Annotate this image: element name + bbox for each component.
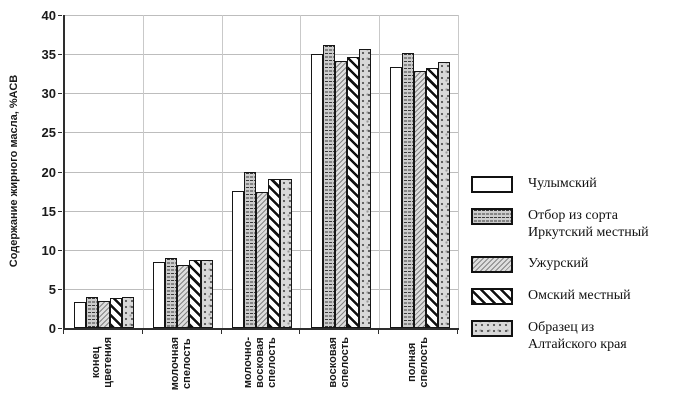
legend-item: Образец из Алтайского края: [471, 319, 649, 353]
y-tick-mark: [58, 93, 62, 95]
x-category-label: полная спелость: [405, 337, 430, 388]
gridline-horizontal: [65, 15, 459, 16]
bar-series2-cat1: [177, 264, 190, 328]
x-category-label: восковая спелость: [326, 337, 351, 388]
bar-series0-cat4: [389, 67, 402, 328]
bar-series3-cat0: [110, 298, 123, 328]
y-tick-mark: [58, 249, 62, 251]
bar-series4-cat4: [437, 61, 450, 328]
y-tick-label: 10: [41, 242, 56, 258]
x-category-label: молочная спелость: [169, 337, 194, 391]
bar-series0-cat0: [74, 302, 87, 328]
y-tick-label: 5: [48, 281, 56, 297]
gridline-vertical: [221, 15, 223, 328]
y-tick-label: 20: [41, 164, 56, 180]
bar-series1-cat2: [244, 171, 256, 328]
legend-swatch-white: [471, 176, 513, 193]
bar-series0-cat3: [310, 54, 323, 328]
y-tick-mark: [58, 15, 62, 16]
legend-swatch-gray-horizontal-dash: [471, 208, 513, 225]
gridline-vertical: [142, 15, 144, 328]
legend-swatch-black-diagonal-hatch: [471, 288, 513, 305]
legend-label: Омский местный: [528, 288, 631, 303]
bar-series4-cat0: [122, 297, 135, 328]
bar-series2-cat3: [334, 61, 347, 328]
bar-series1-cat0: [86, 296, 99, 328]
gridline-vertical: [458, 15, 459, 328]
legend-swatch-gray-speckle: [471, 320, 513, 337]
bar-series4-cat3: [358, 49, 371, 328]
x-tick-mark: [378, 330, 380, 334]
y-tick-mark: [58, 288, 62, 290]
x-tick-mark: [299, 330, 301, 334]
gridline-vertical: [379, 15, 381, 328]
bar-series4-cat2: [280, 178, 292, 328]
y-tick-label: 0: [48, 321, 56, 336]
bar-series2-cat0: [98, 301, 111, 328]
bar-series3-cat4: [425, 68, 438, 328]
y-tick-label: 15: [41, 203, 56, 219]
y-tick-mark: [58, 132, 62, 134]
bar-series0-cat2: [232, 191, 244, 328]
bar-series2-cat4: [413, 70, 426, 328]
x-category-label: молочно- восковая спелость: [242, 337, 278, 389]
y-tick-mark: [58, 171, 62, 173]
bar-series0-cat1: [153, 262, 166, 328]
bar-series3-cat3: [346, 57, 359, 328]
legend-item: Ужурский: [471, 255, 649, 273]
bar-series4-cat1: [201, 259, 214, 328]
x-category-label: конец цветения: [90, 337, 115, 388]
gridline-vertical: [300, 15, 302, 328]
x-tick-mark: [141, 330, 143, 334]
gridline-horizontal: [65, 93, 459, 95]
bar-series2-cat2: [256, 191, 268, 328]
plot-area: [63, 15, 459, 330]
y-tick-label: 40: [41, 8, 56, 23]
legend-label: Отбор из сорта Иркутский местный: [528, 208, 649, 240]
y-tick-mark: [58, 328, 62, 329]
y-tick-label: 25: [41, 125, 56, 141]
y-tick-label: 35: [41, 47, 56, 63]
x-tick-mark: [220, 330, 222, 334]
legend-item: Омский местный: [471, 287, 649, 305]
legend-label: Чулымский: [528, 176, 597, 191]
x-tick-mark: [63, 330, 64, 334]
legend-item: Отбор из сорта Иркутский местный: [471, 207, 649, 241]
y-tick-label: 30: [41, 86, 56, 102]
legend-item: Чулымский: [471, 175, 649, 193]
x-tick-mark: [457, 330, 458, 334]
y-tick-mark: [58, 210, 62, 212]
legend-label: Ужурский: [528, 256, 589, 271]
bar-series3-cat1: [189, 259, 202, 328]
y-tick-mark: [58, 54, 62, 56]
gridline-horizontal: [65, 132, 459, 134]
bar-series3-cat2: [268, 179, 280, 328]
legend-swatch-light-gray-fine-hatch: [471, 256, 513, 273]
legend-label: Образец из Алтайского края: [528, 320, 627, 352]
bar-series1-cat1: [165, 257, 178, 328]
gridline-horizontal: [65, 54, 459, 56]
gridline-horizontal: [65, 171, 459, 173]
bar-series1-cat4: [401, 53, 414, 328]
legend: Чулымский Отбор из сорта Иркутский местны…: [471, 175, 649, 353]
bar-series1-cat3: [322, 44, 335, 328]
